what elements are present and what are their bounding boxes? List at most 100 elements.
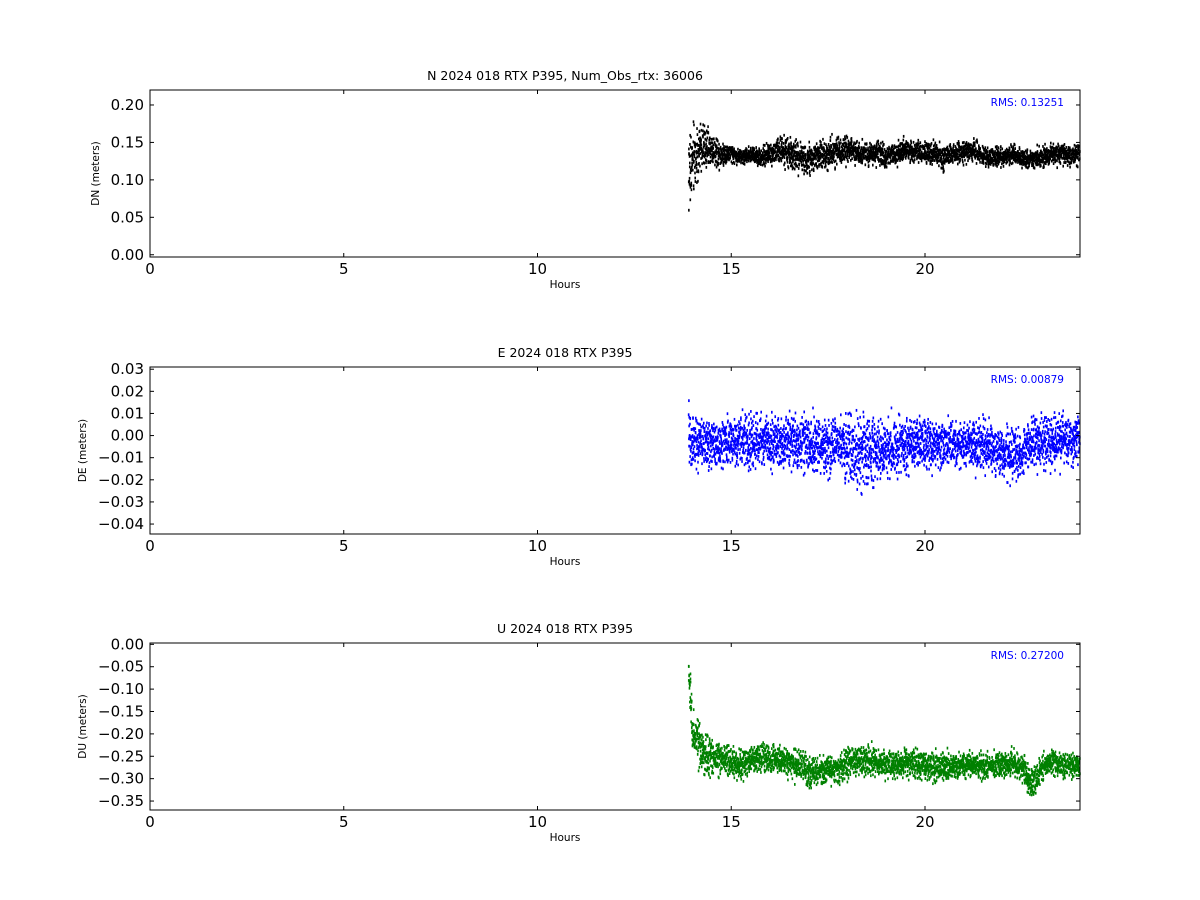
data-point bbox=[777, 446, 780, 450]
data-point bbox=[775, 158, 777, 162]
data-point bbox=[962, 160, 964, 164]
data-point bbox=[866, 476, 868, 480]
data-point bbox=[737, 157, 739, 161]
data-point bbox=[806, 423, 808, 427]
data-point bbox=[746, 456, 748, 460]
data-point bbox=[780, 442, 783, 446]
data-point bbox=[795, 443, 798, 446]
data-point bbox=[889, 156, 892, 159]
data-point bbox=[816, 151, 818, 155]
data-point bbox=[741, 451, 744, 454]
data-point bbox=[861, 435, 864, 439]
data-point bbox=[754, 159, 756, 163]
data-point bbox=[763, 157, 766, 161]
data-point bbox=[713, 137, 715, 141]
data-point bbox=[706, 145, 708, 148]
data-point bbox=[823, 441, 826, 444]
data-point bbox=[929, 144, 932, 148]
data-point bbox=[754, 456, 757, 460]
data-point bbox=[916, 157, 918, 161]
data-point bbox=[781, 433, 784, 437]
data-point bbox=[699, 164, 701, 168]
data-point bbox=[853, 141, 855, 145]
data-point bbox=[819, 472, 822, 475]
data-point bbox=[717, 451, 720, 455]
data-point bbox=[917, 143, 920, 146]
data-point bbox=[838, 454, 841, 457]
data-point bbox=[713, 448, 716, 451]
data-point bbox=[844, 450, 847, 454]
data-point bbox=[831, 459, 834, 463]
data-point bbox=[956, 152, 959, 156]
data-point bbox=[844, 137, 847, 141]
data-point bbox=[711, 460, 713, 463]
data-point bbox=[796, 165, 799, 168]
data-point bbox=[767, 155, 770, 159]
data-point bbox=[693, 445, 696, 448]
data-point bbox=[1023, 162, 1025, 166]
data-point bbox=[835, 138, 838, 142]
data-point bbox=[935, 155, 938, 159]
data-point bbox=[697, 148, 700, 151]
data-point bbox=[927, 158, 930, 162]
data-point bbox=[1073, 143, 1076, 147]
data-point bbox=[728, 432, 731, 435]
data-point bbox=[765, 449, 768, 453]
data-point bbox=[797, 426, 800, 430]
data-point bbox=[835, 450, 838, 454]
data-point bbox=[749, 468, 752, 471]
data-point bbox=[866, 443, 869, 447]
data-point bbox=[848, 154, 851, 158]
data-point bbox=[724, 148, 727, 152]
data-point bbox=[730, 428, 733, 432]
data-point bbox=[1000, 166, 1002, 169]
data-point bbox=[948, 150, 951, 153]
data-point bbox=[851, 430, 853, 433]
data-point bbox=[743, 424, 745, 428]
data-point bbox=[841, 146, 844, 150]
data-point bbox=[742, 428, 745, 432]
data-point bbox=[751, 419, 754, 423]
data-point bbox=[750, 417, 752, 421]
data-point bbox=[688, 155, 691, 158]
data-point bbox=[737, 444, 739, 448]
data-point bbox=[822, 160, 825, 164]
data-point bbox=[856, 466, 858, 470]
data-point bbox=[970, 143, 972, 147]
data-point bbox=[722, 423, 724, 427]
data-point bbox=[949, 144, 951, 148]
data-point bbox=[858, 458, 860, 462]
data-point bbox=[829, 466, 831, 470]
data-point bbox=[862, 447, 864, 451]
data-point bbox=[736, 454, 738, 457]
data-point bbox=[843, 141, 846, 145]
data-point bbox=[718, 457, 720, 461]
data-point bbox=[760, 427, 762, 431]
data-point bbox=[985, 162, 988, 166]
data-point bbox=[690, 145, 692, 149]
data-point bbox=[708, 461, 711, 465]
data-point bbox=[846, 156, 848, 160]
data-point bbox=[864, 163, 867, 167]
data-point bbox=[808, 456, 811, 459]
data-point bbox=[710, 434, 713, 438]
data-point bbox=[693, 153, 696, 157]
data-point bbox=[997, 159, 999, 163]
data-point bbox=[862, 431, 864, 434]
data-point bbox=[1018, 159, 1020, 163]
data-point bbox=[786, 160, 789, 164]
data-point bbox=[950, 148, 953, 151]
data-point bbox=[861, 152, 864, 156]
data-point bbox=[724, 434, 726, 438]
data-point bbox=[978, 158, 981, 162]
data-point bbox=[769, 452, 771, 455]
data-point bbox=[786, 437, 788, 441]
data-point bbox=[719, 459, 722, 463]
data-point bbox=[722, 142, 724, 146]
data-point bbox=[877, 158, 880, 162]
data-point bbox=[775, 146, 778, 149]
data-point bbox=[747, 469, 750, 473]
data-point bbox=[797, 158, 800, 162]
data-point bbox=[730, 423, 732, 427]
data-point bbox=[709, 436, 712, 439]
